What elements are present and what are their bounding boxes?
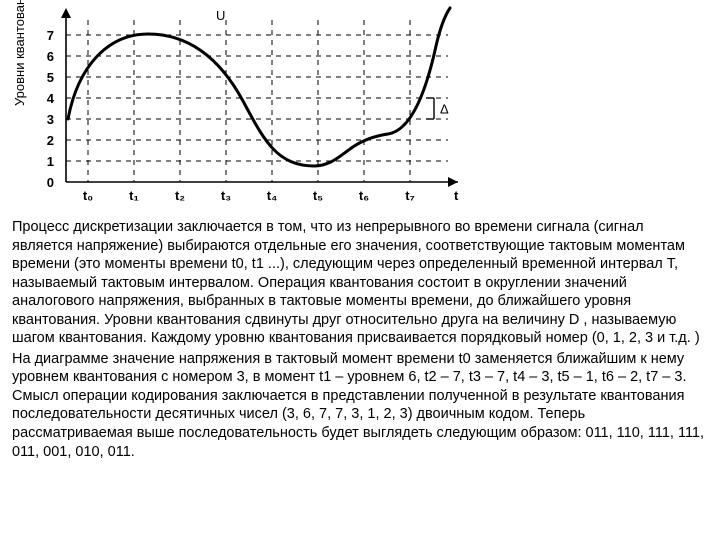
paragraph-2: На диаграмме значение напряжения в такто… [12,350,708,461]
svg-text:t: t [454,188,459,203]
svg-text:1: 1 [47,154,54,169]
svg-text:2: 2 [47,133,54,148]
svg-text:t₁: t₁ [129,188,139,203]
svg-text:6: 6 [47,49,54,64]
chart-svg: 0 1 2 3 4 5 6 7 t₀ t₁ t₂ t₃ t₄ t₅ t₆ t₇ t U Δ [18,6,478,216]
quantization-chart: Уровни квантования 01234567t₀t₁t₂t₃t₄t₅t… [18,6,478,216]
paragraph-1: Процесс дискретизации заключается в том,… [12,218,708,348]
svg-text:t₆: t₆ [359,188,369,203]
svg-text:t₅: t₅ [313,188,323,203]
svg-text:5: 5 [47,70,54,85]
svg-text:t₄: t₄ [267,188,278,203]
svg-text:3: 3 [47,112,54,127]
svg-text:4: 4 [47,91,55,106]
y-axis-label: Уровни квантования [12,0,29,106]
svg-text:t₂: t₂ [175,188,185,203]
svg-text:t₇: t₇ [405,188,415,203]
svg-text:7: 7 [47,28,54,43]
svg-text:Δ: Δ [440,102,449,117]
svg-text:0: 0 [47,175,54,190]
svg-text:t₀: t₀ [83,188,93,203]
svg-text:U: U [216,8,225,23]
svg-text:t₃: t₃ [221,188,231,203]
